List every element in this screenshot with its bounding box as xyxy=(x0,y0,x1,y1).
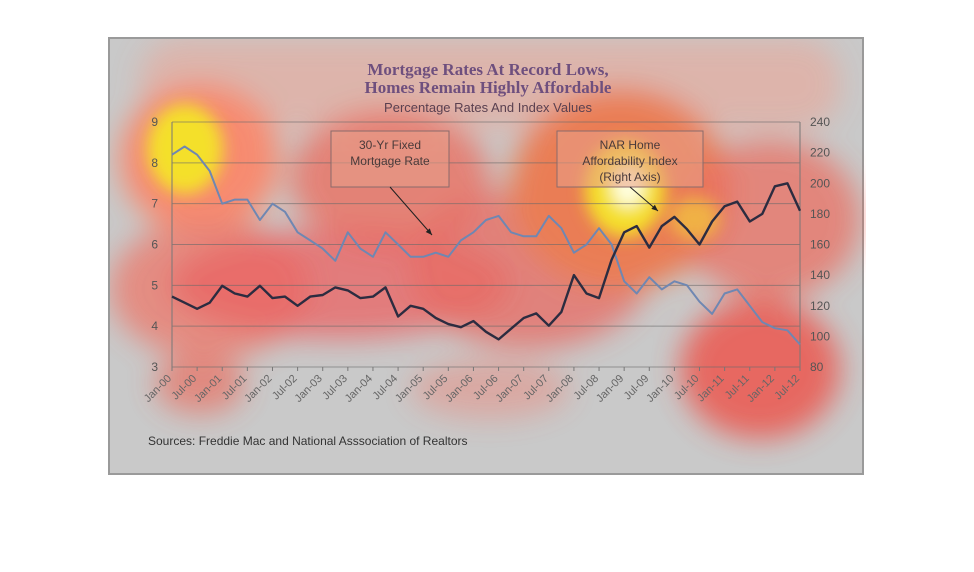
x-axis-tick-label: Jan-08 xyxy=(544,373,576,405)
x-axis-tick-label: Jul-12 xyxy=(772,373,802,403)
affordability-index-line xyxy=(171,182,802,341)
x-axis-tick-label: Jan-01 xyxy=(192,373,224,405)
annotation-text-mortgage: Mortgage Rate xyxy=(350,154,430,168)
chart-subtitle: Percentage Rates And Index Values xyxy=(384,100,592,115)
right-axis-tick-label: 100 xyxy=(810,329,830,343)
annotation-box-mortgage xyxy=(330,130,450,188)
right-axis-tick-label: 180 xyxy=(810,207,830,221)
annotation-text-nar: (Right Axis) xyxy=(599,170,660,184)
annotation-box-nar xyxy=(556,130,704,188)
x-axis-tick-label: Jan-12 xyxy=(745,373,777,405)
annotation-arrowhead-mortgage xyxy=(425,228,432,235)
mortgage-rate-line xyxy=(171,145,801,346)
x-axis-tick-label: Jan-00 xyxy=(142,373,174,405)
left-axis-tick-label: 4 xyxy=(151,319,158,333)
annotation-arrowhead-nar xyxy=(651,204,658,211)
left-axis-tick-label: 8 xyxy=(151,156,158,170)
annotation-text-mortgage: 30-Yr Fixed xyxy=(359,138,421,152)
right-axis-tick-label: 140 xyxy=(810,268,830,282)
right-axis-tick-label: 120 xyxy=(810,299,830,313)
x-axis-tick-label: Jan-09 xyxy=(594,373,626,405)
source-note: Sources: Freddie Mac and National Asssoc… xyxy=(148,434,468,448)
x-axis-tick-label: Jan-06 xyxy=(443,373,475,405)
x-axis-tick-label: Jan-04 xyxy=(343,373,375,405)
annotation-text-nar: NAR Home xyxy=(600,138,661,152)
left-axis-tick-label: 3 xyxy=(151,360,158,374)
right-axis-tick-label: 160 xyxy=(810,238,830,252)
annotation-arrow-mortgage xyxy=(389,186,433,236)
annotation-text-nar: Affordability Index xyxy=(582,154,677,168)
left-axis-tick-label: 6 xyxy=(151,238,158,252)
left-axis-tick-label: 9 xyxy=(151,115,158,129)
right-axis-tick-label: 240 xyxy=(810,115,830,129)
chart-title: Mortgage Rates At Record Lows, xyxy=(367,60,608,79)
right-axis-tick-label: 80 xyxy=(810,360,824,374)
x-axis-tick-label: Jan-10 xyxy=(644,373,676,405)
chart-title-line2: Homes Remain Highly Affordable xyxy=(365,78,612,97)
x-axis-tick-label: Jan-11 xyxy=(695,373,727,405)
right-axis-tick-label: 220 xyxy=(810,146,830,160)
chart-frame: Mortgage Rates At Record Lows, Homes Rema… xyxy=(108,37,864,475)
x-axis-tick-label: Jan-05 xyxy=(393,373,425,405)
left-axis-tick-label: 5 xyxy=(151,278,158,292)
right-axis-tick-label: 200 xyxy=(810,176,830,190)
x-axis-tick-label: Jan-03 xyxy=(293,373,325,405)
x-axis-tick-label: Jan-07 xyxy=(494,373,526,405)
x-axis-tick-label: Jan-02 xyxy=(242,373,274,405)
chart-svg: Mortgage Rates At Record Lows,Homes Rema… xyxy=(142,60,830,448)
left-axis-tick-label: 7 xyxy=(151,197,158,211)
